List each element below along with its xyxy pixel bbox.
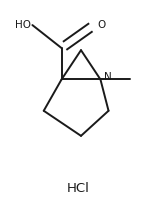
Text: HO: HO xyxy=(15,20,31,30)
Text: O: O xyxy=(97,20,105,30)
Text: N: N xyxy=(104,72,111,82)
Text: HCl: HCl xyxy=(66,182,89,195)
